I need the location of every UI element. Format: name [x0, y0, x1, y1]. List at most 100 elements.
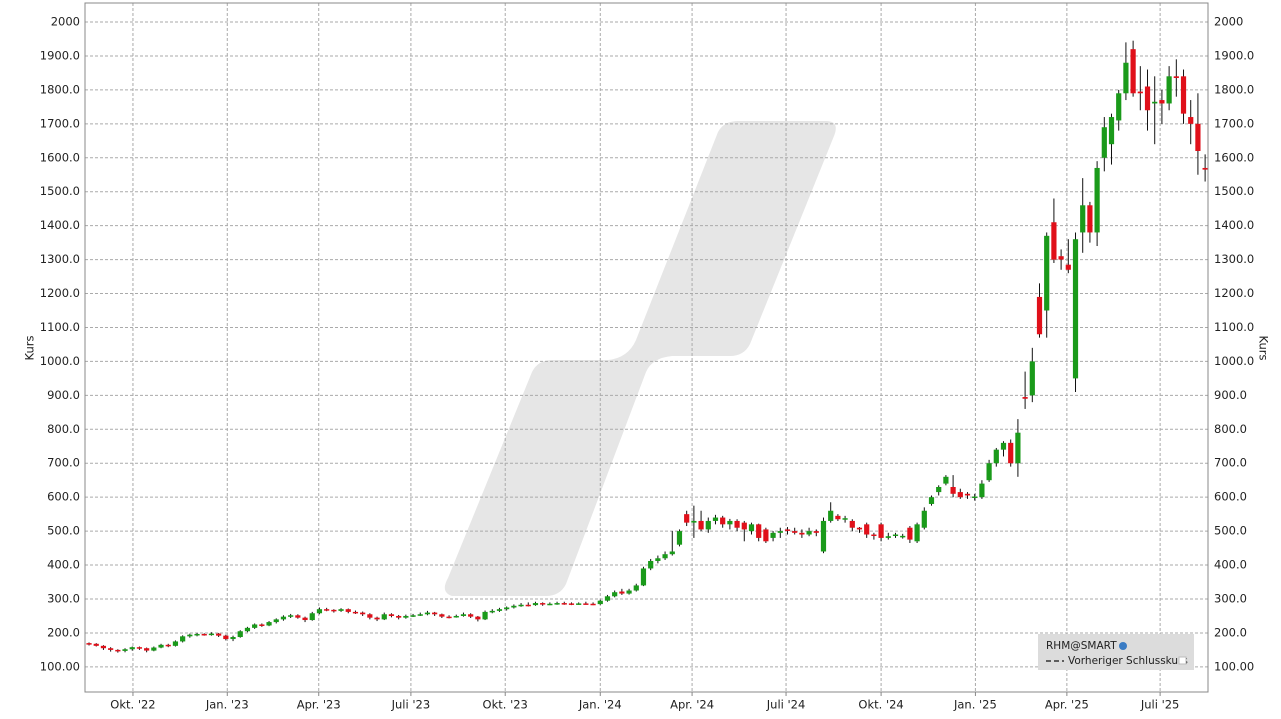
y2-tick-label: 500.0 — [1214, 524, 1247, 538]
candle-body — [1152, 101, 1158, 104]
candle-body — [302, 617, 308, 621]
candle-body — [856, 527, 863, 530]
candle-body — [259, 624, 265, 626]
candle-body — [763, 529, 769, 542]
y-tick-label: 500.0 — [47, 524, 80, 538]
y2-tick-label: 400.0 — [1214, 558, 1247, 572]
y2-tick-label: 600.0 — [1214, 490, 1247, 504]
candle-body — [640, 568, 647, 586]
candle-body — [338, 609, 344, 611]
candle-body — [295, 615, 301, 618]
candle-body — [619, 591, 625, 594]
candle-body — [388, 614, 395, 616]
candle-body — [439, 614, 445, 617]
candle-body — [1058, 256, 1064, 260]
y2-tick-label: 2000 — [1214, 15, 1243, 29]
y2-tick-label: 800.0 — [1214, 422, 1247, 436]
candle-body — [180, 636, 186, 642]
candle-body — [885, 536, 891, 538]
candle-body — [540, 603, 546, 605]
candle-body — [482, 611, 488, 620]
candle-body — [410, 615, 416, 617]
x-tick-label: Okt. '23 — [483, 698, 528, 712]
y-tick-label: 400.0 — [47, 558, 80, 572]
candle-body — [583, 603, 589, 605]
candle-body — [698, 520, 704, 530]
y-tick-label: 1400.0 — [40, 218, 80, 232]
candle-body — [237, 631, 243, 638]
candle-body — [223, 635, 229, 640]
candle-body — [648, 560, 654, 569]
x-tick-label: Juli '23 — [391, 698, 431, 712]
x-tick-label: Okt. '24 — [858, 698, 903, 712]
candle-body — [835, 515, 841, 520]
x-tick-label: Apr. '23 — [297, 698, 341, 712]
legend-label: RHM@SMART — [1046, 640, 1117, 652]
y2-tick-label: 1400.0 — [1214, 218, 1254, 232]
candle-body — [943, 476, 949, 484]
candle-body — [1044, 235, 1050, 311]
candle-body — [842, 518, 848, 520]
candle-body — [331, 609, 337, 612]
candle-body — [360, 612, 366, 615]
y-axis-label: Kurs — [23, 336, 37, 361]
candle-body — [813, 531, 819, 533]
candle-body — [784, 529, 791, 531]
candle-body — [561, 603, 567, 605]
y-tick-label: 1900.0 — [40, 48, 80, 62]
y-tick-label: 900.0 — [47, 388, 80, 402]
candle-body — [136, 647, 143, 649]
candle-body — [158, 644, 164, 648]
candle-body — [288, 615, 294, 617]
y-tick-label: 300.0 — [47, 592, 80, 606]
candle-body — [453, 615, 459, 618]
candle-body — [1065, 264, 1071, 270]
candle-body — [720, 517, 726, 525]
y-tick-label: 1700.0 — [40, 116, 80, 130]
candle-body — [194, 633, 200, 636]
candle-body — [979, 483, 985, 498]
y2-tick-label: 1500.0 — [1214, 184, 1254, 198]
y2-tick-label: 1100.0 — [1214, 320, 1254, 334]
y-tick-label: 1100.0 — [40, 320, 80, 334]
candle-body — [547, 603, 553, 606]
candle-body — [489, 610, 495, 613]
candle-body — [705, 520, 711, 530]
candle-body — [576, 603, 582, 605]
candle-body — [115, 649, 121, 652]
candle-body — [1137, 91, 1143, 94]
candle-body — [86, 643, 92, 645]
candle-body — [900, 535, 906, 538]
candle-body — [1188, 117, 1194, 124]
y-tick-label: 800.0 — [47, 422, 80, 436]
candle-body — [525, 604, 531, 607]
candle-body — [972, 496, 978, 499]
candle-body — [878, 524, 884, 538]
candle-body — [799, 532, 805, 535]
candle-body — [187, 634, 193, 637]
candle-body — [928, 497, 935, 504]
y2-tick-label: 1800.0 — [1214, 82, 1254, 96]
candle-body — [792, 531, 798, 533]
y-tick-label: 700.0 — [47, 456, 80, 470]
candle-body — [309, 613, 315, 621]
x-tick-label: Juli '25 — [1140, 698, 1180, 712]
candle-body — [424, 612, 431, 615]
y2-tick-label: 1700.0 — [1214, 116, 1254, 130]
candle-body — [741, 522, 747, 530]
legend-checkbox[interactable] — [1178, 656, 1187, 665]
y2-tick-label: 1000.0 — [1214, 354, 1254, 368]
candle-body — [612, 592, 618, 597]
candle-body — [252, 624, 258, 628]
candle-body — [468, 614, 474, 617]
candle-body — [216, 633, 222, 636]
candle-body — [684, 514, 690, 523]
candle-body — [316, 609, 323, 614]
y-tick-label: 200.0 — [47, 625, 80, 639]
candle-body — [1094, 167, 1100, 233]
candle-body — [1101, 127, 1107, 158]
candle-body — [777, 531, 783, 533]
candle-body — [662, 554, 668, 559]
candle-body — [957, 492, 963, 498]
candle-body — [432, 612, 438, 615]
